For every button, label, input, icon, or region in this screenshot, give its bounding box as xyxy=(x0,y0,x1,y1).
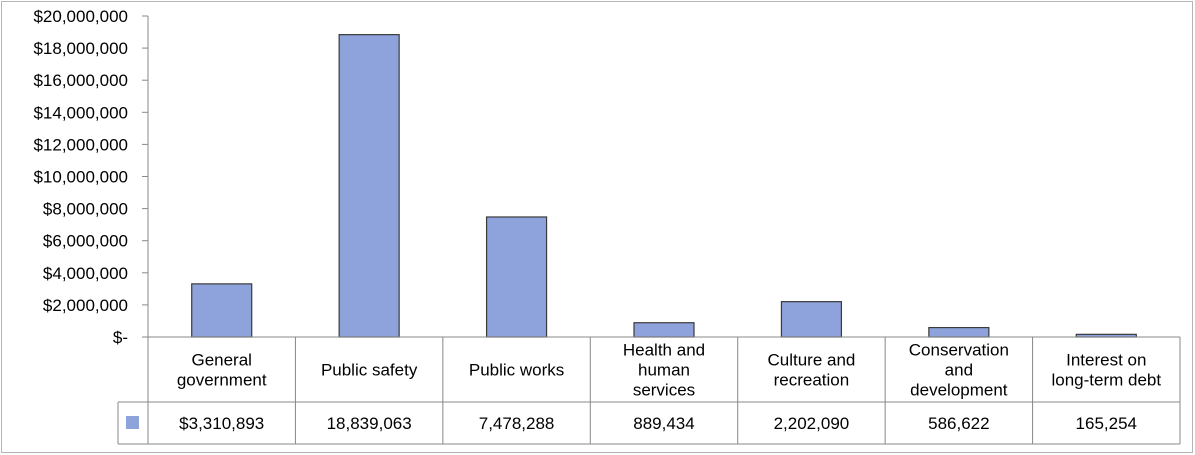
value-label: 18,839,063 xyxy=(327,414,412,433)
value-label: 889,434 xyxy=(633,414,694,433)
bar-6 xyxy=(928,326,990,338)
y-tick-label: $10,000,000 xyxy=(33,168,128,187)
bar-2 xyxy=(338,34,400,338)
y-tick-label: $4,000,000 xyxy=(43,264,128,283)
y-tick-label: $6,000,000 xyxy=(43,232,128,251)
value-label: 2,202,090 xyxy=(774,414,850,433)
category-label: Public safety xyxy=(321,361,418,380)
y-tick-label: $16,000,000 xyxy=(33,71,128,90)
y-tick-label: $8,000,000 xyxy=(43,200,128,219)
bar-3 xyxy=(485,216,548,338)
value-label: 586,622 xyxy=(928,414,989,433)
y-tick-label: $20,000,000 xyxy=(33,7,128,26)
category-label: Health and human services xyxy=(623,341,705,400)
value-label: 7,478,288 xyxy=(479,414,555,433)
category-label: Public works xyxy=(469,361,564,380)
y-tick-label: $2,000,000 xyxy=(43,296,128,315)
value-label: $3,310,893 xyxy=(179,414,264,433)
value-label: 165,254 xyxy=(1076,414,1137,433)
bar-1 xyxy=(191,283,253,338)
y-tick-label: $- xyxy=(113,328,128,347)
y-tick-label: $14,000,000 xyxy=(33,103,128,122)
bar-4 xyxy=(633,322,695,338)
y-tick-label: $18,000,000 xyxy=(33,39,128,58)
category-label: Conservation and development xyxy=(909,341,1009,400)
category-label: Interest on long-term debt xyxy=(1051,351,1161,390)
bar-5 xyxy=(780,301,843,338)
category-label: Culture and recreation xyxy=(767,351,855,390)
legend-key xyxy=(126,416,139,429)
category-label: General government xyxy=(177,351,267,390)
y-tick-label: $12,000,000 xyxy=(33,135,128,154)
